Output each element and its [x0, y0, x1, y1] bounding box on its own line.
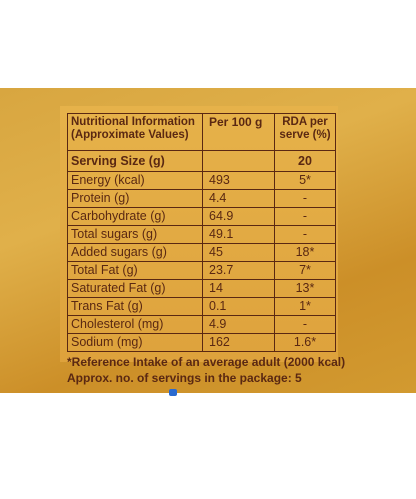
cell-text: -: [302, 209, 308, 223]
cell: Serving Size (g): [67, 150, 203, 172]
cell: 4.4: [202, 189, 275, 208]
serving-label: Serving Size (g): [71, 153, 165, 168]
nutrient-row: Total sugars (g) 49.1 -: [67, 225, 336, 244]
nutrient-row: Protein (g) 4.4 -: [67, 189, 336, 208]
cell-text: Sodium (mg): [71, 335, 143, 349]
cell-text: Cholesterol (mg): [71, 317, 164, 331]
cell-text: 45: [209, 245, 223, 259]
footnote: Approx. no. of servings in the package: …: [67, 371, 302, 385]
cell: Total Fat (g): [67, 261, 203, 280]
cell: Cholesterol (mg): [67, 315, 203, 334]
cell-text: Protein (g): [71, 191, 130, 205]
cell-text: Trans Fat (g): [71, 299, 143, 313]
serving-row: Serving Size (g) 20: [67, 150, 336, 172]
cell: 13*: [274, 279, 336, 298]
cell-text: -: [302, 227, 308, 241]
cell-text: Energy (kcal): [71, 173, 145, 187]
nutrient-row: Added sugars (g) 45 18*: [67, 243, 336, 262]
nutrient-row: Energy (kcal) 493 5*: [67, 171, 336, 190]
cell-text: 18*: [295, 245, 315, 259]
header-line: serve (%): [279, 129, 331, 141]
cell-text: 493: [209, 173, 230, 187]
cell-text: 4.4: [209, 191, 227, 205]
cell: Saturated Fat (g): [67, 279, 203, 298]
cell: 18*: [274, 243, 336, 262]
header-row: Nutritional Information (Approximate Valu…: [67, 113, 336, 151]
cell: -: [274, 315, 336, 334]
cell: 7*: [274, 261, 336, 280]
nutrient-row: Carbohydrate (g) 64.9 -: [67, 207, 336, 226]
cell: 1*: [274, 297, 336, 316]
cell: 0.1: [202, 297, 275, 316]
cell: 20: [274, 150, 336, 172]
cell: 493: [202, 171, 275, 190]
cell: 14: [202, 279, 275, 298]
cell: Sodium (mg): [67, 333, 203, 352]
header-cell: RDA per serve (%): [274, 113, 336, 151]
footnote: *Reference Intake of an average adult (2…: [67, 355, 346, 369]
cell: [202, 150, 275, 172]
cell: 23.7: [202, 261, 275, 280]
cell: -: [274, 207, 336, 226]
header-line: RDA per: [282, 116, 328, 128]
serving-rda: 20: [298, 153, 312, 168]
cell-text: Saturated Fat (g): [71, 281, 166, 295]
cell: Trans Fat (g): [67, 297, 203, 316]
cell: -: [274, 189, 336, 208]
cell-text: 49.1: [209, 227, 234, 241]
header-line: Per 100 g: [209, 115, 263, 129]
cell: Carbohydrate (g): [67, 207, 203, 226]
nutrient-row: Total Fat (g) 23.7 7*: [67, 261, 336, 280]
cell-text: 0.1: [209, 299, 227, 313]
cell: Protein (g): [67, 189, 203, 208]
cell: 162: [202, 333, 275, 352]
cell-text: Total Fat (g): [71, 263, 138, 277]
header-cell: Nutritional Information (Approximate Valu…: [67, 113, 203, 151]
cell-text: 14: [209, 281, 223, 295]
nutrient-row: Saturated Fat (g) 14 13*: [67, 279, 336, 298]
cell: -: [274, 225, 336, 244]
cell-text: Carbohydrate (g): [71, 209, 166, 223]
cell: 4.9: [202, 315, 275, 334]
cell-text: -: [302, 317, 308, 331]
cell: 49.1: [202, 225, 275, 244]
header-cell: Per 100 g: [202, 113, 275, 151]
cell-text: 64.9: [209, 209, 234, 223]
cell-text: 1*: [299, 299, 311, 313]
cell-text: 4.9: [209, 317, 227, 331]
cell-text: 13*: [295, 281, 315, 295]
nutrient-row: Trans Fat (g) 0.1 1*: [67, 297, 336, 316]
cell: 5*: [274, 171, 336, 190]
cell-text: 1.6*: [293, 335, 317, 349]
cell-text: 7*: [299, 263, 311, 277]
cell: Energy (kcal): [67, 171, 203, 190]
cell: 64.9: [202, 207, 275, 226]
cell-text: -: [302, 191, 308, 205]
nutrition-table: Nutritional Information (Approximate Valu…: [67, 113, 336, 352]
header-line: (Approximate Values): [71, 129, 189, 141]
icon: [169, 389, 177, 396]
cell-text: 5*: [299, 173, 311, 187]
nutrient-row: Cholesterol (mg) 4.9 -: [67, 315, 336, 334]
cell: 1.6*: [274, 333, 336, 352]
cell-text: 23.7: [209, 263, 234, 277]
nutrient-row: Sodium (mg) 162 1.6*: [67, 333, 336, 352]
cell: Added sugars (g): [67, 243, 203, 262]
cell: 45: [202, 243, 275, 262]
cell: Total sugars (g): [67, 225, 203, 244]
header-line: Nutritional Information: [71, 116, 195, 128]
cell-text: 162: [209, 335, 230, 349]
cell-text: Total sugars (g): [71, 227, 158, 241]
cell-text: Added sugars (g): [71, 245, 167, 259]
